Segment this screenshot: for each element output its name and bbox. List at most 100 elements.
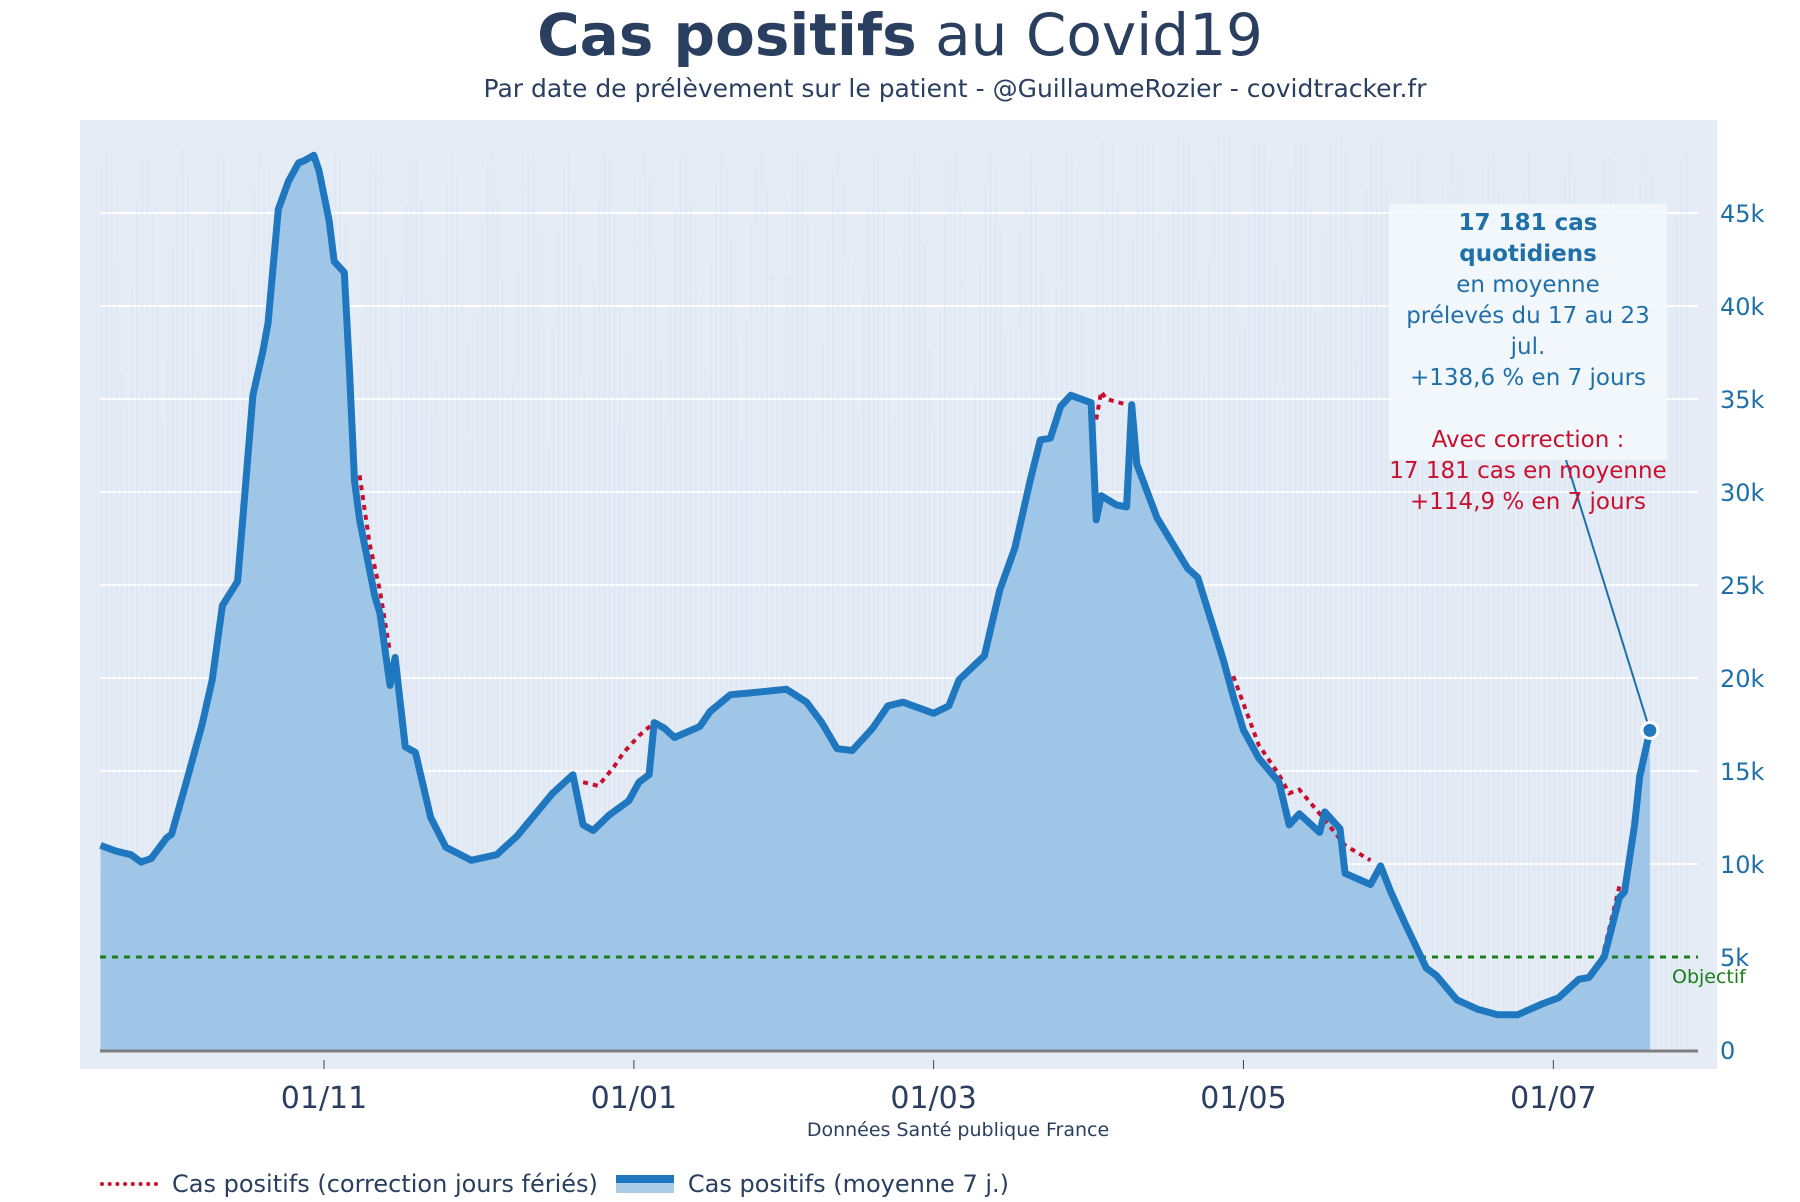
daily-bar [1421, 199, 1424, 1050]
daily-bar [110, 183, 113, 1050]
daily-bar [953, 153, 956, 1051]
legend-item-average[interactable]: Cas positifs (moyenne 7 j.) [615, 1170, 1009, 1198]
daily-bar [1218, 140, 1221, 1028]
daily-bar [618, 308, 621, 1050]
daily-bar [491, 153, 494, 1051]
daily-bar [506, 395, 509, 1050]
y-axis-ticks: 0 5k 10k 15k 20k 25k 30k 35k 40k 45k [1720, 200, 1765, 1065]
last-point-marker[interactable] [1640, 720, 1660, 740]
daily-bar [511, 381, 514, 1050]
daily-bar [456, 171, 459, 1050]
daily-bar [1578, 254, 1581, 1050]
daily-bar [1390, 291, 1393, 991]
daily-bar [684, 155, 687, 1050]
daily-bar [1507, 382, 1510, 1050]
daily-bar [141, 154, 144, 1050]
daily-bar [120, 372, 123, 1050]
daily-bar [1243, 326, 1246, 990]
daily-bar [1512, 394, 1515, 1050]
y-tick-label: 15k [1720, 758, 1765, 786]
daily-bar [1543, 314, 1546, 1050]
daily-bar [964, 283, 967, 1050]
daily-bar [852, 367, 855, 1050]
daily-bar [212, 212, 215, 1050]
y-tick-label: 35k [1720, 386, 1765, 414]
daily-bar [1573, 179, 1576, 1051]
daily-bar [705, 369, 707, 1051]
daily-bar [532, 164, 535, 1051]
daily-bar [674, 210, 677, 1050]
daily-bar [1502, 270, 1505, 1050]
chart-subtitle: Par date de prélèvement sur le patient -… [483, 74, 1427, 103]
daily-bar [186, 175, 189, 1050]
daily-bar [1289, 174, 1292, 991]
daily-bar [918, 173, 921, 1051]
x-tick-label: 01/05 [1200, 1081, 1286, 1116]
daily-bar [1675, 218, 1678, 1051]
legend-swatch-dotted-red [100, 1182, 158, 1186]
daily-bar [1614, 206, 1617, 1051]
daily-bar [1284, 276, 1287, 991]
daily-bar [826, 236, 829, 1051]
daily-bar [156, 305, 159, 1050]
daily-bar [146, 158, 149, 1051]
daily-bar [130, 289, 133, 1050]
daily-bar [1451, 150, 1454, 1050]
chart-title-bold: Cas positifs [537, 1, 917, 69]
daily-bar [1533, 161, 1536, 1050]
daily-bar [786, 276, 789, 1050]
daily-bar [887, 301, 890, 1050]
daily-bar [633, 245, 636, 1050]
daily-bar [1665, 434, 1668, 1051]
daily-bar [1461, 231, 1464, 1050]
daily-bar [1228, 140, 1231, 997]
daily-bar [862, 293, 865, 1050]
daily-bar [1492, 151, 1495, 1051]
daily-bar [745, 321, 748, 1050]
daily-bar [415, 156, 418, 1050]
x-axis-ticks: 01/11 01/01 01/03 01/05 01/07 [281, 1060, 1597, 1116]
daily-bar [1522, 194, 1525, 1050]
y-tick-label: 20k [1720, 665, 1765, 693]
daily-bar [517, 269, 520, 1050]
daily-bar [161, 423, 164, 1050]
daily-bar [1416, 154, 1419, 1051]
y-tick-label: 10k [1720, 851, 1765, 879]
y-tick-label: 45k [1720, 200, 1765, 228]
daily-bar [1670, 314, 1673, 1050]
daily-bar [806, 221, 809, 1051]
daily-bar [1604, 156, 1607, 1050]
daily-bar [877, 157, 880, 1051]
daily-bar [725, 168, 728, 1050]
y-tick-label: 0 [1720, 1037, 1735, 1065]
daily-bar [572, 185, 575, 1051]
daily-bar [542, 326, 545, 1051]
daily-bar [608, 159, 611, 1050]
daily-bar [1385, 185, 1388, 991]
daily-bar [425, 298, 428, 1051]
daily-bar [842, 181, 845, 1050]
daily-bar [1329, 141, 1332, 990]
daily-bar [1456, 167, 1459, 1051]
daily-bar [496, 195, 499, 1050]
daily-bar [598, 198, 601, 1050]
daily-bar [1548, 433, 1551, 1050]
daily-bar [1213, 160, 1215, 991]
legend-item-correction[interactable]: Cas positifs (correction jours fériés) [100, 1170, 598, 1198]
daily-bar [857, 409, 860, 1050]
daily-bar [1294, 140, 1297, 1022]
legend-swatch-blue [615, 1175, 674, 1193]
y-tick-label: 40k [1720, 293, 1765, 321]
correction-segment [582, 721, 656, 789]
daily-bar [1482, 226, 1485, 1050]
daily-bar [872, 155, 875, 1051]
daily-bar [669, 303, 672, 1050]
daily-bar [461, 240, 464, 1050]
daily-bar [1375, 140, 1378, 1040]
daily-bar [552, 332, 555, 1050]
x-tick-label: 01/01 [591, 1081, 677, 1116]
daily-bar [1370, 140, 1373, 1014]
daily-bar [435, 362, 438, 1050]
daily-bar [649, 176, 652, 1050]
daily-bar [821, 339, 824, 1050]
